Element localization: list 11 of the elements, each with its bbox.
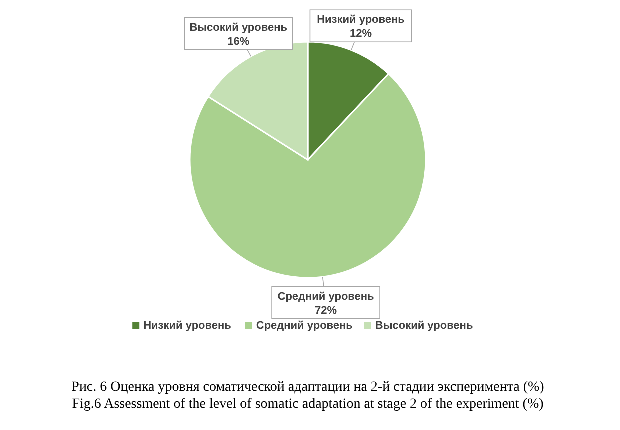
data-label: 16%: [228, 36, 250, 48]
legend-label: Высокий уровень: [375, 320, 474, 332]
text: Рис. 6 Оценка уровня соматической адаптации на 2-й стадии эксперимента (%): [72, 380, 545, 395]
slice-label: Высокий уровень: [190, 22, 288, 34]
slice-label: Низкий уровень: [317, 14, 406, 26]
caption: Fig.6 Assessment of the level of somatic adaptation at stage 2 of the experiment (%): [72, 397, 544, 412]
slice-label: Средний уровень: [278, 290, 375, 303]
legend-label: Низкий уровень: [144, 320, 232, 332]
data-label: 12%: [350, 28, 372, 40]
data-label: 72%: [315, 304, 338, 317]
legend-label: Средний уровень: [256, 320, 354, 332]
